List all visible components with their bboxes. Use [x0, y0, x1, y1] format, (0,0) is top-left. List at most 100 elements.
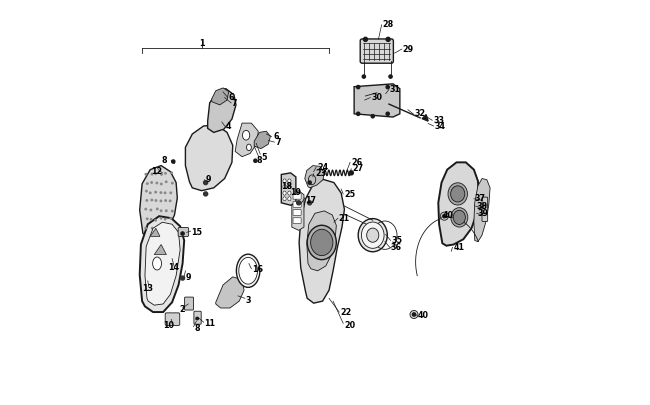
Ellipse shape: [288, 192, 291, 196]
Ellipse shape: [358, 219, 387, 252]
PathPatch shape: [207, 90, 236, 133]
Circle shape: [160, 229, 161, 230]
Text: 5: 5: [261, 153, 266, 162]
Text: 13: 13: [142, 284, 153, 292]
Ellipse shape: [307, 226, 336, 260]
Text: 2: 2: [179, 304, 185, 313]
Text: 31: 31: [390, 85, 401, 94]
Ellipse shape: [450, 186, 465, 202]
Ellipse shape: [246, 145, 252, 151]
Text: 9: 9: [205, 175, 211, 183]
Circle shape: [150, 202, 151, 203]
Text: 40: 40: [443, 211, 454, 220]
Circle shape: [386, 86, 389, 90]
Ellipse shape: [311, 230, 333, 256]
Text: 7: 7: [231, 99, 237, 108]
Circle shape: [440, 213, 448, 221]
Circle shape: [166, 193, 168, 194]
Circle shape: [157, 173, 158, 174]
Text: 18: 18: [281, 181, 292, 190]
Text: 28: 28: [382, 20, 394, 30]
Ellipse shape: [451, 208, 468, 228]
Text: 37: 37: [474, 194, 486, 203]
Circle shape: [308, 181, 311, 185]
PathPatch shape: [212, 89, 229, 106]
Circle shape: [144, 210, 146, 212]
FancyBboxPatch shape: [482, 198, 488, 206]
PathPatch shape: [307, 211, 336, 271]
Text: 3: 3: [246, 295, 251, 304]
Text: 32: 32: [414, 109, 425, 118]
Text: 12: 12: [151, 166, 162, 175]
Text: 26: 26: [351, 158, 363, 166]
Circle shape: [161, 192, 162, 193]
Polygon shape: [150, 229, 160, 237]
Circle shape: [203, 192, 207, 196]
Ellipse shape: [308, 175, 316, 185]
Ellipse shape: [239, 258, 257, 284]
Circle shape: [203, 181, 207, 185]
Ellipse shape: [283, 179, 286, 183]
Circle shape: [171, 220, 173, 221]
Circle shape: [362, 76, 365, 79]
Circle shape: [157, 218, 158, 220]
Circle shape: [159, 200, 161, 201]
FancyBboxPatch shape: [482, 214, 488, 222]
Text: 19: 19: [291, 188, 302, 197]
Text: 27: 27: [352, 164, 363, 173]
Text: 29: 29: [403, 45, 414, 53]
FancyBboxPatch shape: [360, 40, 393, 64]
Circle shape: [363, 38, 367, 42]
Text: 8: 8: [256, 156, 262, 164]
FancyBboxPatch shape: [293, 218, 301, 224]
Circle shape: [170, 201, 172, 203]
Ellipse shape: [283, 192, 286, 196]
Circle shape: [161, 220, 162, 221]
Circle shape: [296, 201, 301, 205]
Circle shape: [371, 115, 374, 119]
Ellipse shape: [361, 222, 384, 249]
PathPatch shape: [354, 85, 400, 118]
Circle shape: [145, 183, 146, 184]
Ellipse shape: [242, 131, 250, 141]
FancyBboxPatch shape: [293, 194, 301, 200]
Circle shape: [151, 210, 153, 211]
Text: 8: 8: [195, 323, 200, 332]
PathPatch shape: [299, 180, 344, 303]
Circle shape: [307, 201, 311, 205]
Circle shape: [165, 201, 166, 202]
Ellipse shape: [153, 258, 162, 270]
Text: 39: 39: [478, 209, 489, 217]
Ellipse shape: [288, 179, 291, 183]
Circle shape: [150, 192, 152, 194]
Circle shape: [155, 183, 157, 184]
Text: 36: 36: [391, 243, 402, 252]
Text: 21: 21: [339, 213, 350, 222]
Circle shape: [155, 192, 157, 193]
Circle shape: [410, 311, 418, 319]
Circle shape: [146, 227, 148, 228]
PathPatch shape: [305, 166, 324, 188]
Circle shape: [151, 220, 152, 221]
Circle shape: [160, 209, 161, 211]
Text: 20: 20: [344, 320, 356, 329]
Circle shape: [196, 318, 198, 320]
Text: 6: 6: [229, 93, 234, 102]
Circle shape: [349, 171, 354, 175]
FancyBboxPatch shape: [194, 311, 202, 324]
Text: 24: 24: [317, 162, 328, 171]
FancyBboxPatch shape: [165, 313, 180, 326]
Circle shape: [146, 219, 148, 220]
Circle shape: [146, 192, 148, 193]
FancyBboxPatch shape: [178, 228, 188, 237]
Text: 15: 15: [192, 227, 203, 236]
PathPatch shape: [185, 126, 233, 191]
Text: 38: 38: [476, 201, 488, 210]
PathPatch shape: [254, 132, 270, 149]
Circle shape: [181, 276, 185, 280]
Text: 10: 10: [163, 320, 174, 329]
Text: 4: 4: [226, 122, 231, 131]
FancyBboxPatch shape: [482, 206, 488, 214]
Polygon shape: [422, 115, 428, 122]
PathPatch shape: [140, 166, 177, 237]
